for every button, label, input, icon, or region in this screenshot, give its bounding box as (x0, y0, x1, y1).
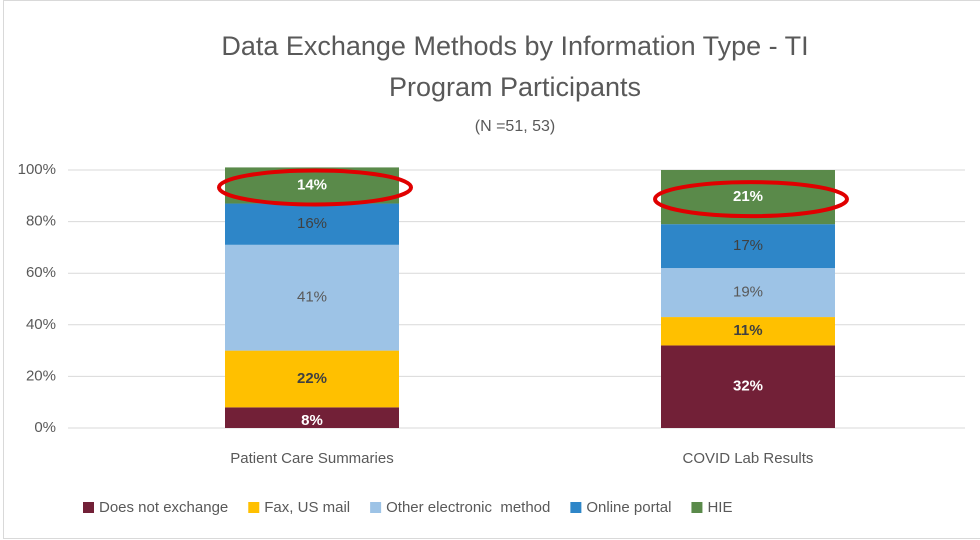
y-tick-label: 40% (26, 316, 56, 333)
legend-label: Does not exchange (99, 499, 228, 516)
legend-label: HIE (707, 499, 732, 516)
data-label: 17% (733, 237, 763, 254)
data-label: 21% (733, 188, 763, 205)
y-tick-label: 60% (26, 264, 56, 281)
bar-segment (225, 244, 399, 351)
legend-swatch (570, 502, 582, 513)
data-label: 32% (733, 378, 763, 395)
x-tick-label: Patient Care Summaries (230, 450, 393, 467)
data-label: 14% (297, 176, 327, 193)
chart-title: Data Exchange Methods by Information Typ… (221, 31, 808, 61)
y-tick-label: 20% (26, 367, 56, 384)
data-label: 19% (733, 284, 763, 301)
highlight-ellipse (217, 168, 413, 207)
data-label: 11% (733, 322, 762, 339)
data-label: 16% (297, 215, 327, 232)
legend-swatch (248, 502, 260, 513)
bar-segment (225, 407, 399, 428)
chart-subtitle: (N =51, 53) (475, 118, 555, 135)
y-tick-label: 80% (26, 213, 56, 230)
bar-segment (225, 350, 399, 408)
legend-swatch (370, 502, 382, 513)
bar-segment (661, 345, 835, 428)
bar-segment (661, 268, 835, 318)
bar-segment (661, 224, 835, 269)
bar-segment (661, 317, 835, 346)
legend-label: Other electronic method (386, 499, 550, 516)
data-label: 22% (297, 370, 327, 387)
y-tick-label: 0% (34, 419, 56, 436)
data-label: 8% (301, 412, 323, 429)
bar-segment (225, 203, 399, 245)
y-tick-label: 100% (18, 161, 56, 178)
chart-frame (3, 0, 980, 539)
legend-swatch (83, 502, 94, 513)
legend-label: Online portal (586, 499, 671, 516)
chart-title: Program Participants (389, 72, 641, 102)
data-label: 41% (297, 289, 327, 306)
x-tick-label: COVID Lab Results (683, 450, 814, 467)
highlight-ellipse (653, 180, 849, 219)
legend-label: Fax, US mail (264, 499, 350, 516)
legend-swatch (691, 502, 703, 513)
